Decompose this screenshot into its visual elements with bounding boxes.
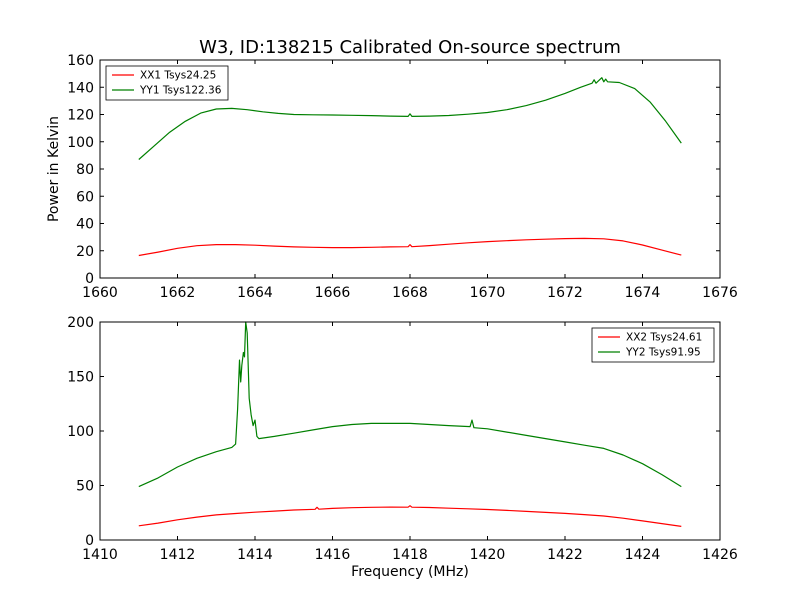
y-tick-label: 100: [67, 135, 94, 151]
x-tick-label: 1676: [702, 285, 738, 301]
x-tick-label: 1424: [625, 547, 661, 563]
y-tick-label: 50: [76, 479, 94, 495]
x-tick-label: 1672: [547, 285, 583, 301]
legend-box: [105, 65, 229, 101]
legend-label: YY1 Tsys122.36: [139, 85, 222, 97]
x-tick-label: 1670: [470, 285, 506, 301]
y-tick-label: 160: [67, 53, 94, 69]
y-tick-label: 0: [85, 533, 94, 549]
x-tick-label: 1668: [392, 285, 428, 301]
series-line-yy2: [138, 321, 682, 488]
x-tick-label: 1674: [625, 285, 661, 301]
x-tick-label: 1426: [702, 547, 738, 563]
x-tick-label: 1664: [237, 285, 273, 301]
y-tick-label: 120: [67, 108, 94, 124]
legend-label: XX1 Tsys24.25: [140, 70, 216, 82]
legend: XX1 Tsys24.25 YY1 Tsys122.36: [105, 65, 229, 101]
legend-box: [591, 327, 715, 363]
x-tick-label: 1422: [547, 547, 583, 563]
y-tick-label: 100: [67, 424, 94, 440]
x-tick-label: 1420: [470, 547, 506, 563]
x-tick-label: 1662: [160, 285, 196, 301]
legend-label: YY2 Tsys91.95: [625, 347, 701, 359]
series-line-yy1: [138, 77, 682, 160]
y-axis-label: Power in Kelvin: [46, 116, 62, 222]
legend-label: XX2 Tsys24.61: [626, 332, 702, 344]
x-axis-label: Frequency (MHz): [351, 564, 469, 580]
x-tick-label: 1416: [315, 547, 351, 563]
y-tick-label: 140: [67, 80, 94, 96]
x-tick-label: 1418: [392, 547, 428, 563]
figure-title: W3, ID:138215 Calibrated On-source spect…: [199, 37, 621, 58]
series-line-xx2: [138, 505, 682, 527]
y-tick-label: 150: [67, 370, 94, 386]
legend: XX2 Tsys24.61 YY2 Tsys91.95: [591, 327, 715, 363]
x-tick-label: 1412: [160, 547, 196, 563]
y-tick-label: 60: [76, 189, 94, 205]
x-tick-label: 1660: [82, 285, 118, 301]
upper-spectrum-panel: 1660 1662 1664 1666 1668 1670 1672 1674 1676 0 20 4…: [46, 53, 738, 301]
x-tick-label: 1414: [237, 547, 273, 563]
x-tick-label: 1666: [315, 285, 351, 301]
lower-spectrum-panel: 1410 1412 1414 1416 1418 1420 1422 1424 1426 0 50 1…: [67, 315, 738, 580]
y-tick-label: 200: [67, 315, 94, 331]
x-tick-label: 1410: [82, 547, 118, 563]
y-tick-label: 80: [76, 162, 94, 178]
y-tick-label: 40: [76, 217, 94, 233]
y-tick-label: 20: [76, 244, 94, 260]
y-tick-label: 0: [85, 271, 94, 287]
series-line-xx1: [138, 237, 682, 257]
